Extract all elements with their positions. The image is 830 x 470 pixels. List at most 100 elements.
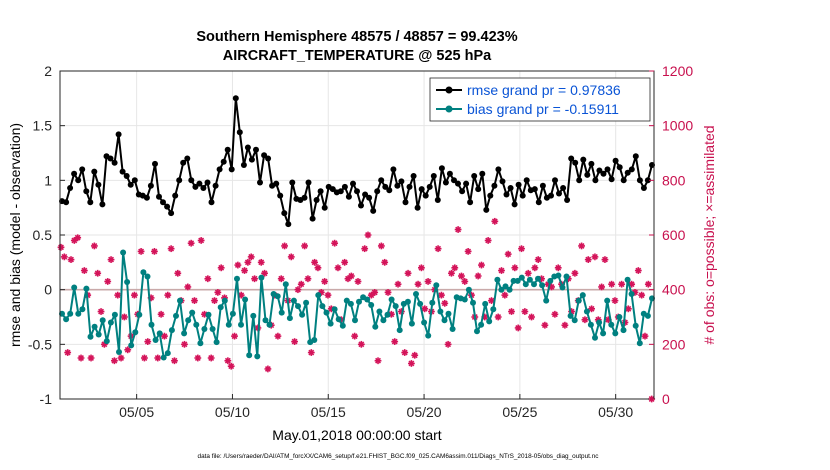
legend-rmse-marker (445, 86, 453, 94)
bias-point (286, 315, 293, 322)
obs-marker (154, 354, 162, 362)
rmse-point (584, 171, 591, 178)
obs-marker (74, 234, 82, 242)
obs-marker-stroke (438, 292, 445, 299)
obs-marker (237, 291, 245, 299)
obs-marker (521, 308, 529, 315)
rmse-point (301, 194, 308, 201)
obs-marker (364, 231, 372, 239)
rmse-point (317, 188, 324, 195)
obs-marker (381, 258, 389, 266)
obs-marker (494, 313, 502, 321)
obs-marker (374, 357, 382, 365)
rmse-point (143, 194, 150, 201)
bias-point (201, 326, 208, 332)
bias-point (83, 285, 90, 292)
obs-marker-stroke (458, 273, 465, 279)
obs-marker (104, 278, 112, 285)
bias-point (604, 297, 611, 304)
rmse-point (620, 177, 627, 184)
obs-marker (87, 354, 95, 362)
bias-point (628, 291, 635, 297)
bias-point (417, 300, 424, 307)
obs-marker-stroke (291, 338, 298, 345)
bias-point (413, 291, 419, 297)
bias-point (384, 311, 391, 318)
obs-marker (584, 256, 592, 263)
legend-box (429, 77, 651, 122)
obs-marker (181, 340, 188, 348)
bias-point (632, 322, 639, 329)
rmse-point (394, 182, 401, 189)
rmse-point (164, 203, 171, 210)
obs-marker-stroke (421, 305, 428, 312)
obs-marker (234, 261, 242, 269)
obs-marker (434, 245, 442, 253)
bias-point (221, 297, 228, 304)
obs-marker (441, 299, 449, 307)
rmse-point (511, 201, 518, 208)
x-axis-label: May.01,2018 00:00:00 start (272, 427, 442, 443)
obs-marker-stroke (435, 245, 442, 252)
bias-point (213, 339, 220, 346)
rmse-point (228, 166, 235, 173)
obs-marker-stroke (555, 264, 562, 271)
bias-point (421, 319, 428, 326)
rmse-point (273, 180, 280, 187)
rmse-point (67, 185, 74, 191)
bias-point (148, 321, 155, 328)
rmse-point (446, 170, 453, 177)
obs-marker (77, 354, 85, 362)
obs-marker (264, 365, 272, 373)
bias-point (303, 299, 310, 306)
rmse-point (313, 197, 320, 203)
obs-marker-stroke (311, 259, 318, 266)
obs-marker (251, 275, 258, 283)
obs-marker-stroke (461, 278, 468, 285)
bias-point (388, 296, 395, 303)
obs-marker-stroke (381, 259, 388, 266)
obs-marker (444, 340, 452, 348)
bias-point (91, 323, 98, 330)
rmse-point (220, 158, 227, 165)
bias-point (498, 286, 505, 293)
obs-marker-stroke (298, 281, 305, 288)
rmse-point (636, 177, 643, 184)
x-tick-label: 05/30 (598, 404, 633, 420)
bias-point (392, 303, 399, 310)
obs-marker-stroke (234, 262, 241, 269)
rmse-point (240, 162, 247, 168)
y-right-tick-label: 1000 (662, 118, 693, 134)
obs-marker-stroke (495, 314, 502, 320)
obs-marker (361, 245, 369, 253)
rmse-point (406, 183, 413, 190)
rmse-point (265, 155, 272, 162)
rmse-point (156, 193, 162, 200)
x-tick-label: 05/05 (119, 404, 154, 420)
obs-marker-stroke (238, 292, 245, 299)
bias-point (575, 297, 582, 304)
bias-point (295, 303, 301, 310)
obs-marker (124, 346, 132, 354)
rmse-point (495, 166, 502, 173)
obs-marker (554, 264, 562, 272)
rmse-point (608, 176, 615, 183)
bias-point (327, 320, 334, 327)
obs-marker (424, 278, 432, 285)
y-right-tick-label: 400 (662, 282, 686, 298)
obs-marker (157, 310, 165, 318)
obs-marker-stroke (191, 297, 198, 304)
rmse-point (285, 221, 292, 228)
y-right-tick-label: 800 (662, 172, 686, 188)
obs-marker-stroke (528, 314, 535, 320)
rmse-point (556, 190, 562, 197)
obs-marker-stroke (445, 341, 452, 348)
obs-marker (377, 242, 385, 250)
obs-marker-stroke (541, 322, 548, 329)
obs-marker-stroke (248, 253, 255, 260)
rmse-point (600, 170, 607, 177)
bias-point (258, 274, 265, 281)
rmse-point (588, 160, 595, 167)
rmse-point (305, 179, 312, 186)
bias-point (315, 292, 322, 299)
